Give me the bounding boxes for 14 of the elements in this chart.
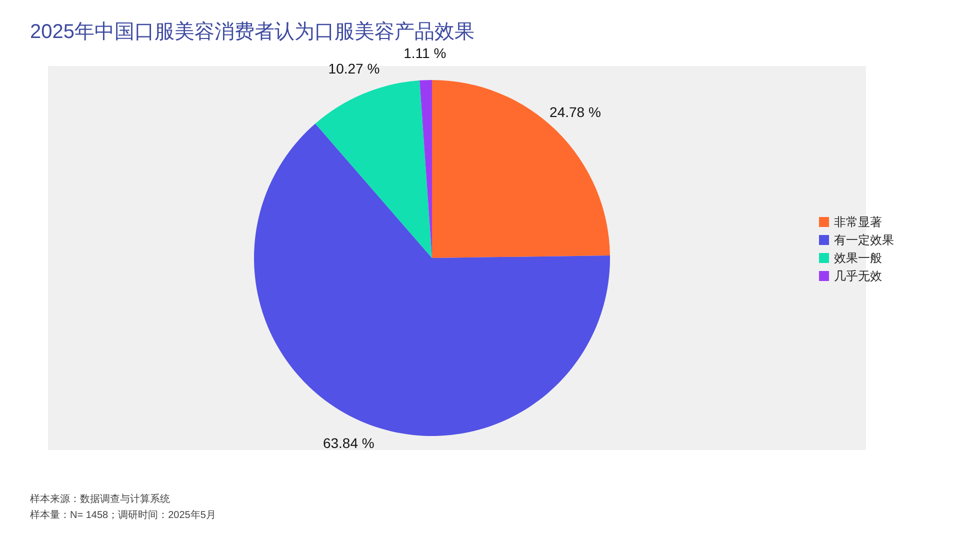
legend-label: 非常显著 bbox=[834, 215, 882, 229]
data-label: 24.78 % bbox=[550, 104, 601, 120]
legend-label: 效果一般 bbox=[834, 251, 882, 265]
pie-slice bbox=[254, 124, 610, 436]
data-label: 1.11 % bbox=[404, 45, 446, 62]
pie-slice bbox=[315, 80, 432, 258]
data-label: 63.84 % bbox=[322, 435, 374, 452]
legend-label: 几乎无效 bbox=[834, 269, 882, 283]
text: 样本来源：数据调查与计算系统 bbox=[30, 492, 171, 507]
data-label: 10.27 % bbox=[328, 60, 380, 77]
chart-title: 2025年中国口服美容消费者认为口服美容产品效果 bbox=[30, 20, 474, 45]
text: 样本量：N= 1458；调研时间：2025年5月 bbox=[30, 508, 216, 523]
pie-slice bbox=[432, 80, 610, 258]
legend-label: 有一定效果 bbox=[834, 233, 894, 247]
